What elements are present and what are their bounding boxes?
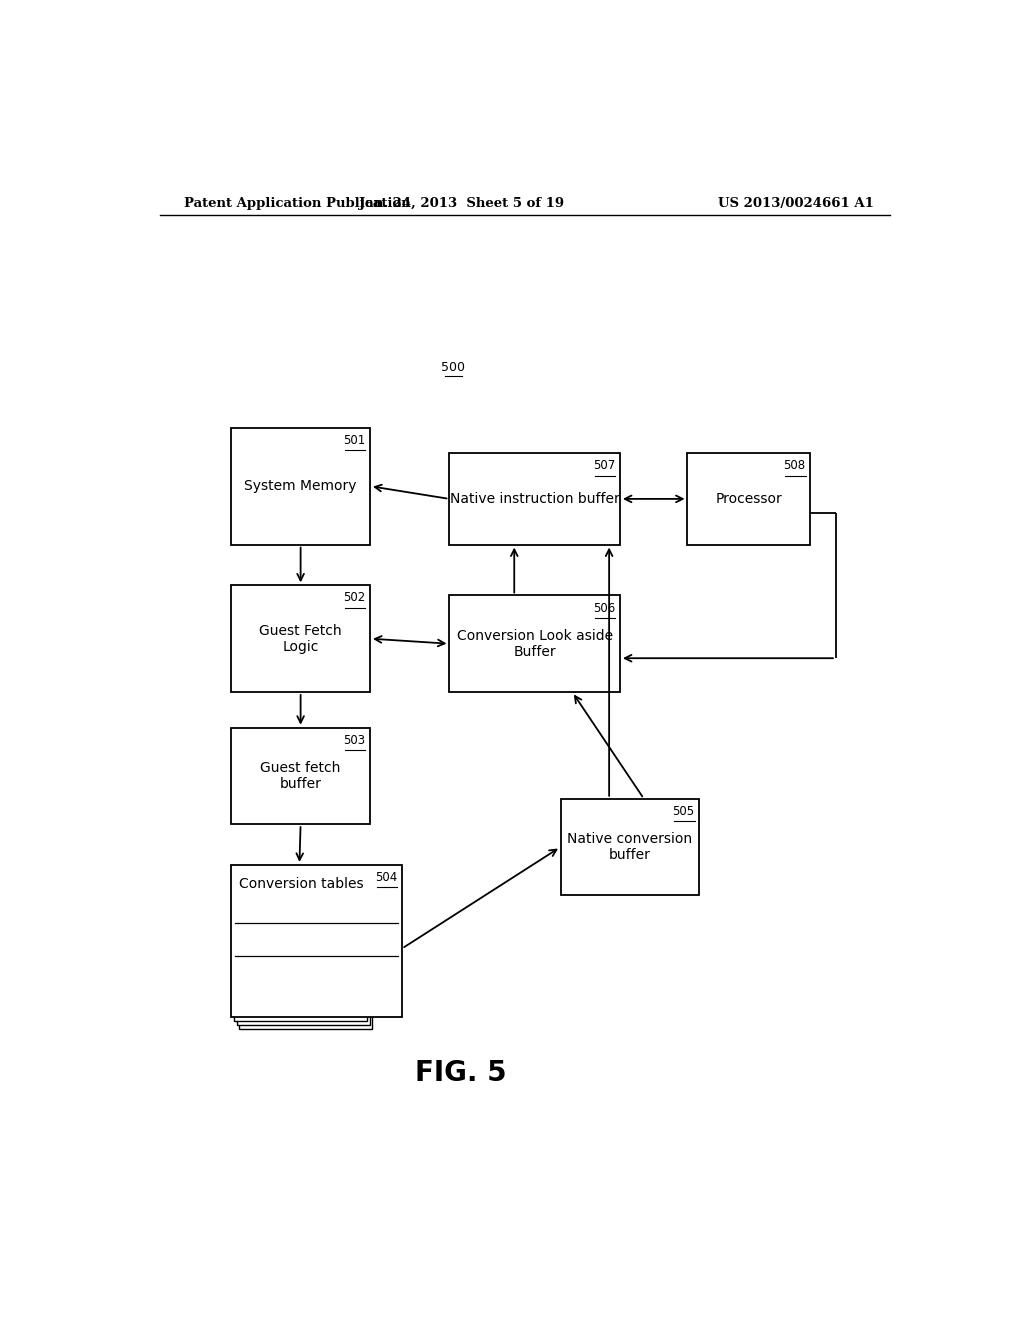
Text: Guest Fetch
Logic: Guest Fetch Logic: [259, 623, 342, 653]
Text: Jan. 24, 2013  Sheet 5 of 19: Jan. 24, 2013 Sheet 5 of 19: [358, 197, 564, 210]
Text: Native instruction buffer: Native instruction buffer: [450, 492, 620, 506]
Bar: [560, 799, 699, 895]
Text: 507: 507: [593, 459, 615, 473]
Text: Guest fetch
buffer: Guest fetch buffer: [260, 760, 341, 791]
Text: 504: 504: [375, 871, 397, 884]
Bar: [450, 595, 620, 692]
Bar: [231, 585, 370, 692]
Text: 500: 500: [441, 360, 465, 374]
Text: Native conversion
buffer: Native conversion buffer: [567, 832, 692, 862]
Text: Conversion Look aside
Buffer: Conversion Look aside Buffer: [457, 628, 612, 659]
Text: 506: 506: [593, 602, 615, 615]
Bar: [687, 453, 811, 545]
Text: 508: 508: [783, 459, 806, 473]
Bar: [450, 453, 620, 545]
Text: Conversion tables: Conversion tables: [240, 876, 364, 891]
Bar: [231, 428, 370, 545]
Text: FIG. 5: FIG. 5: [416, 1059, 507, 1088]
Text: System Memory: System Memory: [245, 479, 356, 494]
Text: Processor: Processor: [716, 492, 782, 506]
Text: Patent Application Publication: Patent Application Publication: [183, 197, 411, 210]
Text: US 2013/0024661 A1: US 2013/0024661 A1: [718, 197, 873, 210]
Bar: [231, 727, 370, 824]
Bar: [237, 965, 370, 1026]
Text: 502: 502: [343, 591, 366, 605]
Text: 505: 505: [673, 805, 694, 818]
Bar: [240, 969, 372, 1030]
Bar: [233, 961, 367, 1022]
Text: 503: 503: [343, 734, 366, 747]
Bar: [231, 865, 401, 1018]
Text: 501: 501: [343, 434, 366, 447]
